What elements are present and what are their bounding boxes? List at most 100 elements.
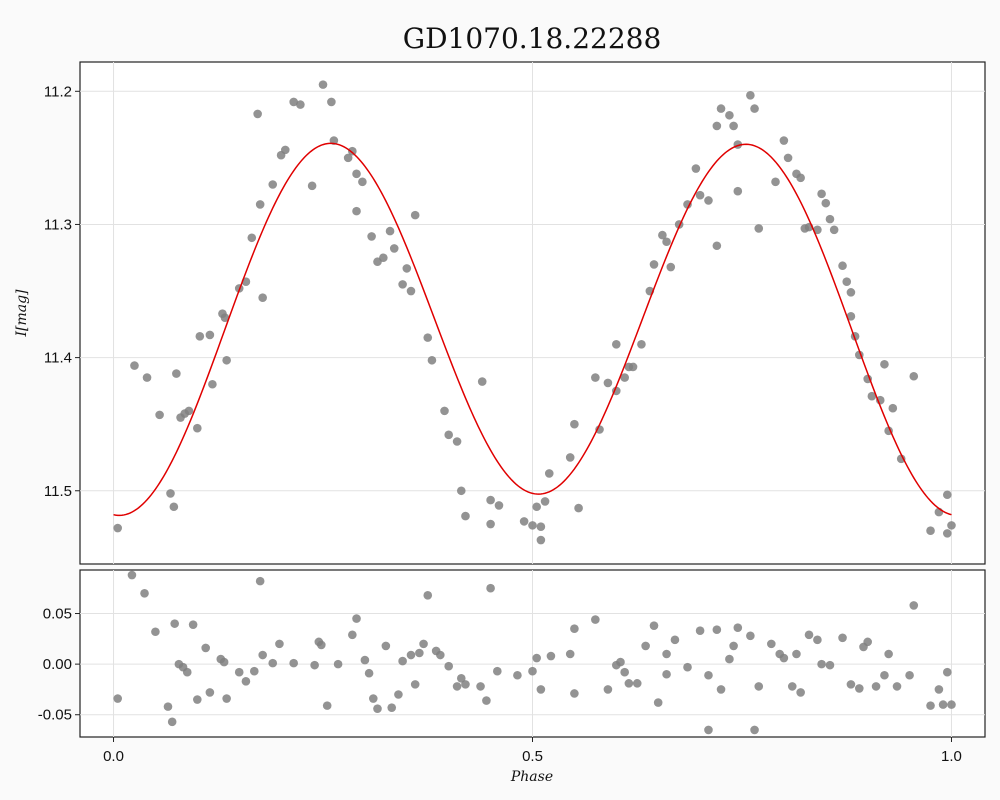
residual-point xyxy=(275,639,284,649)
main-gridlines xyxy=(80,62,985,564)
data-point xyxy=(358,177,367,187)
residual-point xyxy=(219,657,229,667)
residual-point xyxy=(151,627,160,637)
residual-point xyxy=(909,601,919,610)
residual-point xyxy=(880,670,889,680)
data-point xyxy=(247,233,257,243)
residual-point xyxy=(419,639,428,649)
residual-point xyxy=(863,637,872,647)
residual-point xyxy=(163,702,173,711)
residual-point xyxy=(436,650,445,660)
data-point xyxy=(880,359,889,369)
data-point xyxy=(712,241,722,251)
data-point xyxy=(649,260,659,269)
residual-point xyxy=(222,694,231,703)
residual-point xyxy=(410,680,420,689)
data-point xyxy=(783,153,793,163)
residual-point xyxy=(249,666,259,676)
residual-point xyxy=(423,591,433,600)
residual-point xyxy=(493,666,502,676)
residual-point xyxy=(364,668,374,678)
residual-point xyxy=(825,660,835,670)
chart-title: GD1070.18.22288 xyxy=(403,22,662,55)
data-point xyxy=(486,495,495,505)
data-point xyxy=(637,339,646,349)
residual-point xyxy=(725,654,734,664)
data-point xyxy=(603,378,613,388)
residual-point xyxy=(855,684,864,693)
data-point xyxy=(712,121,722,131)
residual-point xyxy=(632,679,642,688)
data-point xyxy=(477,377,487,386)
data-point xyxy=(402,264,412,273)
data-point xyxy=(658,230,667,240)
residual-point xyxy=(624,679,634,688)
residual-point xyxy=(603,685,613,694)
x-tick-label: 0.0 xyxy=(103,748,124,765)
residual-point xyxy=(750,725,759,735)
residual-point xyxy=(662,669,671,679)
residual-point xyxy=(947,700,956,709)
main-y-tick-label: 11.2 xyxy=(44,83,72,100)
data-point xyxy=(896,454,906,464)
residual-point xyxy=(838,633,847,643)
data-point xyxy=(540,497,550,506)
data-point xyxy=(725,110,734,120)
residual-point xyxy=(591,615,600,624)
residual-point xyxy=(482,696,491,705)
x-tick-label: 1.0 xyxy=(941,748,962,765)
residual-point xyxy=(368,694,378,703)
data-point xyxy=(544,469,554,478)
residual-point xyxy=(289,658,298,668)
data-point xyxy=(440,406,449,416)
residual-point xyxy=(792,649,801,659)
data-point xyxy=(195,332,205,341)
residual-point xyxy=(616,657,625,667)
residual-point xyxy=(182,667,192,677)
x-axis-label: Phase xyxy=(510,769,553,785)
residual-point xyxy=(683,662,692,672)
data-point xyxy=(255,200,265,209)
data-point xyxy=(113,523,123,533)
residual-point xyxy=(796,688,805,697)
data-point xyxy=(591,373,600,382)
data-point xyxy=(909,371,919,381)
residual-point xyxy=(398,656,407,666)
data-point xyxy=(628,362,638,372)
data-point xyxy=(683,200,692,209)
data-point xyxy=(846,288,856,297)
residual-point xyxy=(241,677,251,686)
residual-point xyxy=(787,682,797,691)
data-point xyxy=(838,261,847,271)
data-point xyxy=(142,373,152,382)
data-point xyxy=(846,312,856,321)
residual-point xyxy=(704,670,713,680)
data-point xyxy=(208,379,217,389)
residual-point xyxy=(452,682,462,691)
data-point xyxy=(410,210,420,220)
data-point xyxy=(754,224,764,233)
data-point xyxy=(253,109,262,119)
residual-point xyxy=(167,717,177,727)
data-point xyxy=(796,173,805,183)
data-point xyxy=(343,153,353,163)
residual-point xyxy=(670,635,680,645)
data-point xyxy=(461,511,470,521)
x-ticks: 0.0 0.5 1.0 xyxy=(103,737,962,765)
residual-point xyxy=(322,701,332,710)
data-point xyxy=(532,502,541,512)
residual-point xyxy=(536,685,546,694)
data-point xyxy=(486,519,495,529)
data-point xyxy=(130,361,139,370)
main-y-ticks: 11.2 11.3 11.4 11.5 xyxy=(44,83,80,500)
data-point xyxy=(704,196,713,205)
residual-point xyxy=(360,655,370,665)
data-point xyxy=(222,355,231,365)
data-point xyxy=(942,490,952,500)
data-point xyxy=(352,206,361,216)
data-point xyxy=(716,104,726,113)
residuals-y-tick-label: -0.05 xyxy=(38,707,72,724)
residual-point xyxy=(804,630,814,640)
main-panel: 11.2 11.3 11.4 11.5 I[mag] xyxy=(14,61,986,565)
data-point xyxy=(456,486,466,496)
